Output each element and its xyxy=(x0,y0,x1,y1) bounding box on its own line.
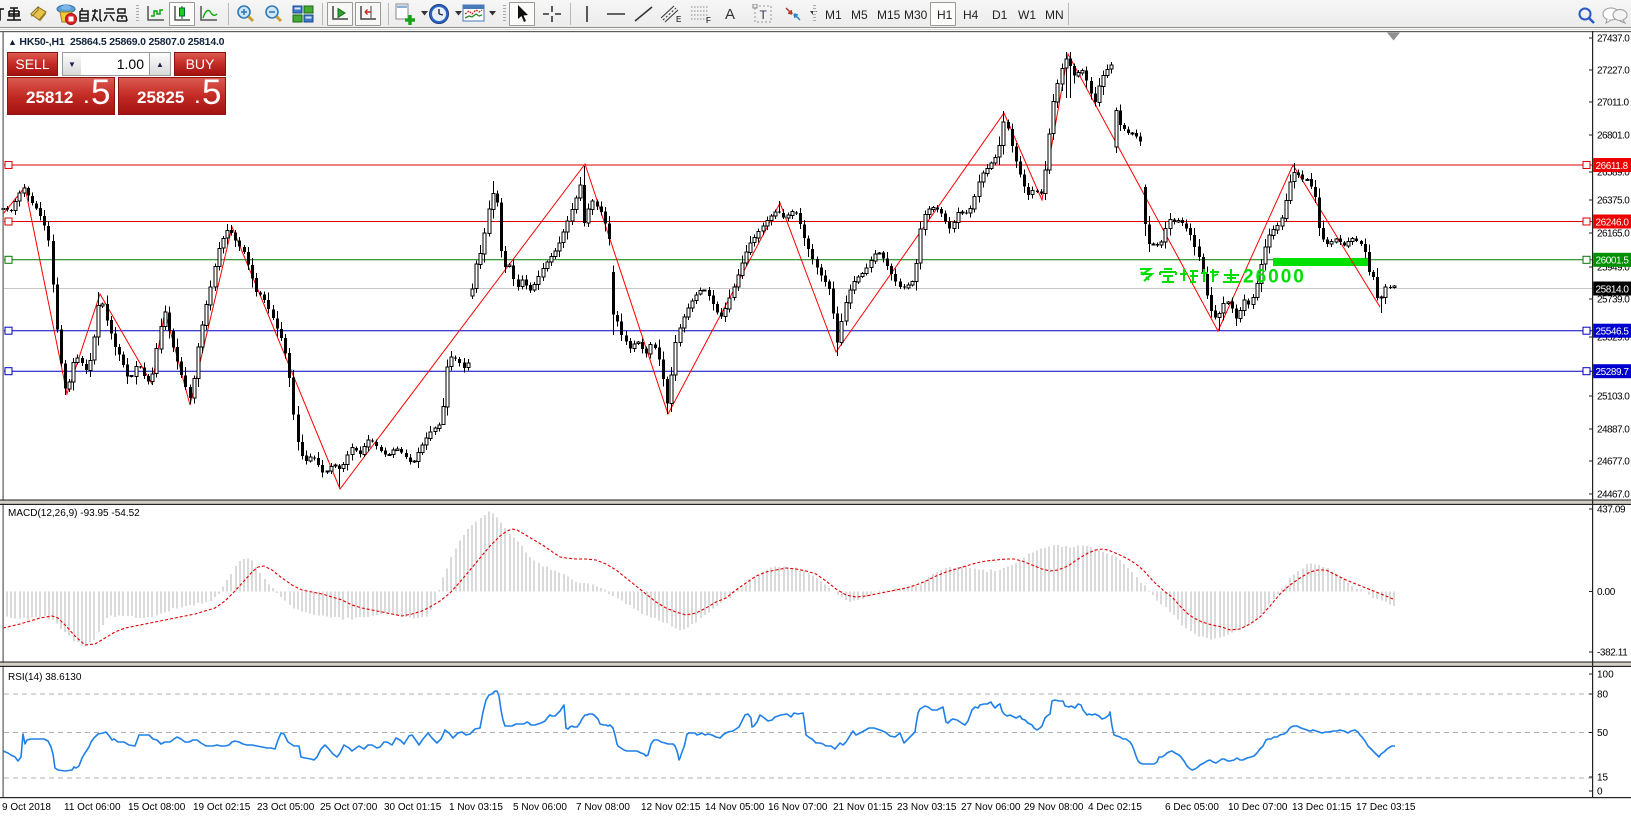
svg-text:26589.0: 26589.0 xyxy=(1597,168,1630,179)
svg-text:24467.0: 24467.0 xyxy=(1597,490,1630,501)
svg-text:25814.0: 25814.0 xyxy=(1596,284,1630,295)
svg-text:15 Oct 08:00: 15 Oct 08:00 xyxy=(128,802,186,813)
svg-text:-382.11: -382.11 xyxy=(1597,648,1628,659)
svg-text:17 Dec 03:15: 17 Dec 03:15 xyxy=(1356,802,1416,813)
svg-text:19 Oct 02:15: 19 Oct 02:15 xyxy=(193,802,251,813)
svg-text:13 Dec 01:15: 13 Dec 01:15 xyxy=(1292,802,1352,813)
svg-text:14 Nov 05:00: 14 Nov 05:00 xyxy=(705,802,765,813)
svg-text:26000: 26000 xyxy=(1243,267,1306,288)
svg-text:27227.0: 27227.0 xyxy=(1597,66,1630,77)
svg-text:25949.0: 25949.0 xyxy=(1597,263,1630,274)
svg-text:1 Nov 03:15: 1 Nov 03:15 xyxy=(449,802,503,813)
svg-text:12 Nov 02:15: 12 Nov 02:15 xyxy=(641,802,701,813)
svg-text:25739.0: 25739.0 xyxy=(1597,295,1630,306)
svg-text:25546.5: 25546.5 xyxy=(1596,327,1630,338)
svg-text:26165.0: 26165.0 xyxy=(1597,229,1630,240)
svg-text:437.09: 437.09 xyxy=(1597,505,1626,516)
svg-text:21 Nov 01:15: 21 Nov 01:15 xyxy=(833,802,893,813)
svg-text:26801.0: 26801.0 xyxy=(1597,131,1630,142)
svg-text:27437.0: 27437.0 xyxy=(1597,34,1630,45)
svg-text:23 Oct 05:00: 23 Oct 05:00 xyxy=(257,802,315,813)
svg-text:100: 100 xyxy=(1597,670,1614,681)
svg-text:30 Oct 01:15: 30 Oct 01:15 xyxy=(384,802,442,813)
svg-text:29 Nov 08:00: 29 Nov 08:00 xyxy=(1024,802,1084,813)
svg-text:T: T xyxy=(760,8,768,22)
svg-text:0: 0 xyxy=(1597,787,1603,798)
svg-text:25 Oct 07:00: 25 Oct 07:00 xyxy=(320,802,378,813)
svg-text:7 Nov 08:00: 7 Nov 08:00 xyxy=(576,802,630,813)
svg-text:25529.0: 25529.0 xyxy=(1597,333,1630,344)
svg-text:11 Oct 06:00: 11 Oct 06:00 xyxy=(64,802,121,813)
svg-text:27011.0: 27011.0 xyxy=(1597,98,1630,109)
svg-text:RSI(14) 38.6130: RSI(14) 38.6130 xyxy=(8,672,82,683)
svg-text:27 Nov 06:00: 27 Nov 06:00 xyxy=(961,802,1021,813)
svg-text:26611.8: 26611.8 xyxy=(1596,161,1629,172)
svg-text:25103.0: 25103.0 xyxy=(1597,392,1630,403)
svg-text:26001.5: 26001.5 xyxy=(1596,256,1630,267)
svg-text:26246.0: 26246.0 xyxy=(1596,217,1630,228)
svg-text:50: 50 xyxy=(1597,728,1609,739)
svg-text:5 Nov 06:00: 5 Nov 06:00 xyxy=(513,802,567,813)
svg-text:10 Dec 07:00: 10 Dec 07:00 xyxy=(1228,802,1288,813)
svg-text:25289.7: 25289.7 xyxy=(1596,367,1630,378)
svg-text:23 Nov 03:15: 23 Nov 03:15 xyxy=(897,802,957,813)
svg-text:9 Oct 2018: 9 Oct 2018 xyxy=(2,802,51,813)
svg-text:15: 15 xyxy=(1597,773,1609,784)
svg-text:E: E xyxy=(676,15,681,24)
svg-text:26375.0: 26375.0 xyxy=(1597,196,1630,207)
svg-text:80: 80 xyxy=(1597,690,1609,701)
svg-text:16 Nov 07:00: 16 Nov 07:00 xyxy=(768,802,828,813)
svg-text:4 Dec 02:15: 4 Dec 02:15 xyxy=(1088,802,1142,813)
svg-text:24677.0: 24677.0 xyxy=(1597,457,1630,468)
svg-text:MACD(12,26,9) -93.95 -54.52: MACD(12,26,9) -93.95 -54.52 xyxy=(8,508,140,519)
svg-text:24887.0: 24887.0 xyxy=(1597,425,1630,436)
svg-text:6 Dec 05:00: 6 Dec 05:00 xyxy=(1165,802,1219,813)
svg-text:0.00: 0.00 xyxy=(1597,587,1616,598)
svg-text:F: F xyxy=(706,16,711,24)
